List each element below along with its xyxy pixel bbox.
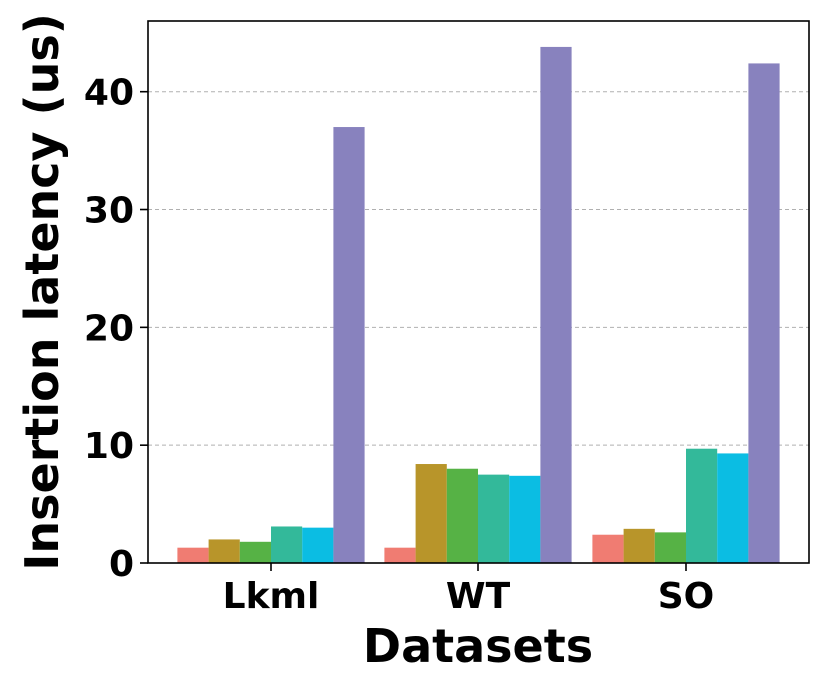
bar-so-3 <box>654 532 686 563</box>
bar-lkml-1 <box>177 547 209 563</box>
bar-so-6 <box>748 63 780 564</box>
x-axis-label: Datasets <box>363 619 593 673</box>
y-tick-label: 10 <box>84 426 134 467</box>
bar-so-5 <box>717 453 749 563</box>
bar-wt-1 <box>384 547 416 563</box>
y-axis-ticks: 0 10 20 30 40 <box>84 73 148 585</box>
bar-lkml-5 <box>302 527 334 563</box>
y-tick-label: 40 <box>84 73 134 114</box>
bar-wt-2 <box>415 464 447 563</box>
y-tick-label: 0 <box>109 544 134 585</box>
x-tick-label-wt: WT <box>446 576 511 617</box>
bar-wt-6 <box>540 46 572 563</box>
bar-wt-3 <box>446 468 478 563</box>
bar-so-4 <box>686 448 718 563</box>
bar-lkml-6 <box>333 127 365 563</box>
grid-lines <box>148 91 809 446</box>
bars <box>177 46 780 564</box>
bar-lkml-2 <box>208 539 240 563</box>
y-tick-label: 20 <box>84 308 134 349</box>
bar-so-1 <box>592 534 624 563</box>
y-tick-label: 30 <box>84 191 134 232</box>
bar-so-2 <box>623 528 655 563</box>
bar-lkml-4 <box>271 526 303 563</box>
x-tick-label-lkml: Lkml <box>223 576 320 617</box>
x-tick-label-so: SO <box>658 576 715 617</box>
bar-wt-4 <box>478 474 510 563</box>
y-axis-label: Insertion latency (us) <box>15 13 69 570</box>
bar-lkml-3 <box>239 541 271 563</box>
bar-wt-5 <box>509 475 541 563</box>
x-axis-ticks: Lkml WT SO <box>223 563 715 617</box>
